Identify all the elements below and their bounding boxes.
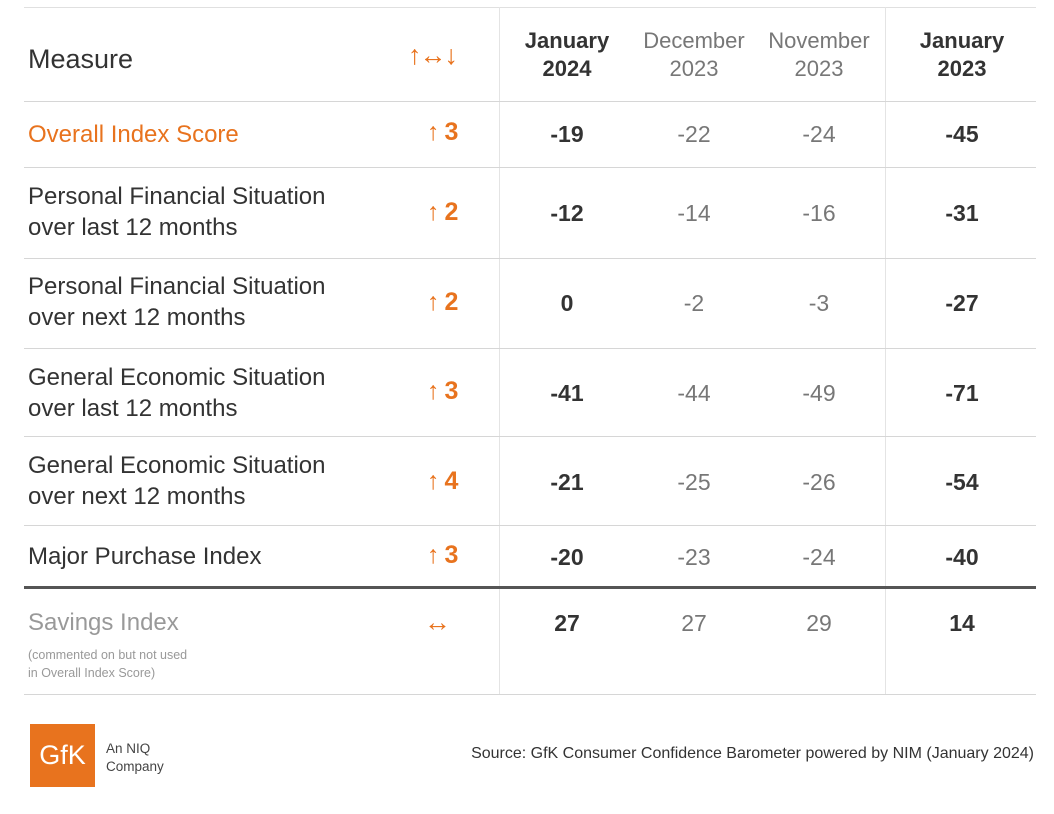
row-divider — [24, 348, 1036, 349]
arrow-up-icon: ↑ — [427, 198, 440, 226]
table-cell: 29 — [806, 610, 832, 636]
row-divider — [24, 101, 1036, 102]
savings-note: in Overall Index Score) — [28, 666, 156, 680]
change-value: 3 — [444, 377, 459, 405]
savings-separator-rule — [24, 586, 1036, 589]
table-cell: -41 — [550, 380, 584, 406]
table-cell: -44 — [677, 380, 711, 406]
savings-label: Savings Index — [28, 609, 179, 636]
row-label-major-purchase: Major Purchase Index — [28, 543, 262, 570]
table-cell: -40 — [945, 544, 979, 570]
header-december-2023: December 2023 — [634, 27, 754, 83]
label-line: over last 12 months — [28, 395, 238, 422]
header-year: 2023 — [937, 56, 987, 81]
arrow-up-icon: ↑ — [427, 118, 440, 146]
label-line: over next 12 months — [28, 304, 246, 331]
table-cell: -45 — [945, 121, 979, 147]
header-year: 2024 — [542, 56, 592, 81]
row-divider — [24, 694, 1036, 695]
table-cell: -24 — [802, 121, 836, 147]
header-january-2023: January 2023 — [886, 27, 1038, 83]
label-line: General Economic Situation — [28, 452, 326, 479]
label-line: Personal Financial Situation — [28, 273, 326, 300]
row-label-economic-next: General Economic Situation over next 12 … — [28, 450, 326, 512]
table-cell: -12 — [550, 200, 584, 226]
row-divider — [24, 525, 1036, 526]
savings-change-icon: ↔ — [424, 607, 451, 637]
table-cell: 14 — [949, 610, 975, 636]
row-change: ↑ 4 — [427, 467, 507, 496]
table-cell: -20 — [550, 544, 584, 570]
arrow-up-icon: ↑ — [427, 377, 440, 405]
row-label-overall-index: Overall Index Score — [28, 121, 239, 148]
header-month: November — [768, 28, 870, 53]
arrow-up-icon: ↑ — [427, 467, 440, 495]
row-change: ↑ 3 — [427, 118, 507, 147]
row-change: ↑ 2 — [427, 288, 507, 317]
header-month: January — [919, 28, 1005, 53]
change-value: 3 — [444, 541, 459, 569]
table-cell: -14 — [677, 200, 711, 226]
table-cell: -16 — [802, 200, 836, 226]
change-value: 3 — [444, 118, 459, 146]
logo-sub-line: Company — [106, 759, 164, 774]
change-value: 2 — [444, 288, 459, 316]
row-change: ↑ 3 — [427, 541, 507, 570]
change-value: 4 — [444, 467, 459, 495]
row-divider — [24, 258, 1036, 259]
header-november-2023: November 2023 — [754, 27, 884, 83]
table-cell: -31 — [945, 200, 979, 226]
row-label-personal-next: Personal Financial Situation over next 1… — [28, 271, 326, 333]
row-label-savings-index: Savings Index (commented on but not used… — [28, 607, 187, 682]
table-cell: -71 — [945, 380, 979, 406]
header-year: 2023 — [794, 56, 844, 81]
header-measure: Measure — [28, 44, 134, 74]
table-cell: -3 — [808, 290, 830, 316]
table-top-rule — [24, 7, 1036, 8]
header-month: December — [643, 28, 745, 53]
gfk-logo: GfK — [30, 724, 95, 787]
table-cell: -23 — [677, 544, 711, 570]
label-line: over next 12 months — [28, 483, 246, 510]
arrow-up-icon: ↑ — [427, 288, 440, 316]
table-cell: 0 — [560, 290, 574, 316]
table-cell: -2 — [683, 290, 705, 316]
column-divider — [885, 7, 886, 695]
table-cell: 27 — [681, 610, 707, 636]
table-cell: -24 — [802, 544, 836, 570]
table-cell: -26 — [802, 469, 836, 495]
change-value: 2 — [444, 198, 459, 226]
header-change-arrows: ↑↔↓ — [408, 40, 458, 70]
table-cell: -22 — [677, 121, 711, 147]
row-divider — [24, 167, 1036, 168]
label-line: Personal Financial Situation — [28, 183, 326, 210]
table-cell: -25 — [677, 469, 711, 495]
column-divider — [499, 7, 500, 695]
arrow-up-icon: ↑ — [427, 541, 440, 569]
table-cell: -49 — [802, 380, 836, 406]
row-label-economic-last: General Economic Situation over last 12 … — [28, 362, 326, 424]
table-cell: -54 — [945, 469, 979, 495]
table-cell: 27 — [554, 610, 580, 636]
logo-sub-line: An NIQ — [106, 741, 151, 756]
label-line: General Economic Situation — [28, 364, 326, 391]
row-divider — [24, 436, 1036, 437]
header-january-2024: January 2024 — [500, 27, 634, 83]
row-change: ↑ 2 — [427, 198, 507, 227]
source-note: Source: GfK Consumer Confidence Baromete… — [471, 745, 1034, 762]
logo-subtitle: An NIQ Company — [106, 740, 164, 776]
label-line: over last 12 months — [28, 214, 238, 241]
table-cell: -21 — [550, 469, 584, 495]
row-change: ↑ 3 — [427, 377, 507, 406]
header-year: 2023 — [669, 56, 719, 81]
table-cell: -27 — [945, 290, 979, 316]
row-label-personal-last: Personal Financial Situation over last 1… — [28, 181, 326, 243]
savings-note: (commented on but not used — [28, 648, 188, 662]
table-cell: -19 — [550, 121, 584, 147]
header-month: January — [524, 28, 610, 53]
